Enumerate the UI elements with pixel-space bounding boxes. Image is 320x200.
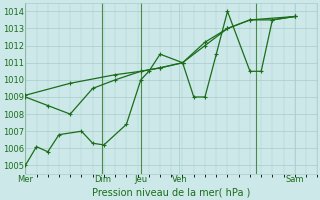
X-axis label: Pression niveau de la mer( hPa ): Pression niveau de la mer( hPa ) xyxy=(92,187,251,197)
